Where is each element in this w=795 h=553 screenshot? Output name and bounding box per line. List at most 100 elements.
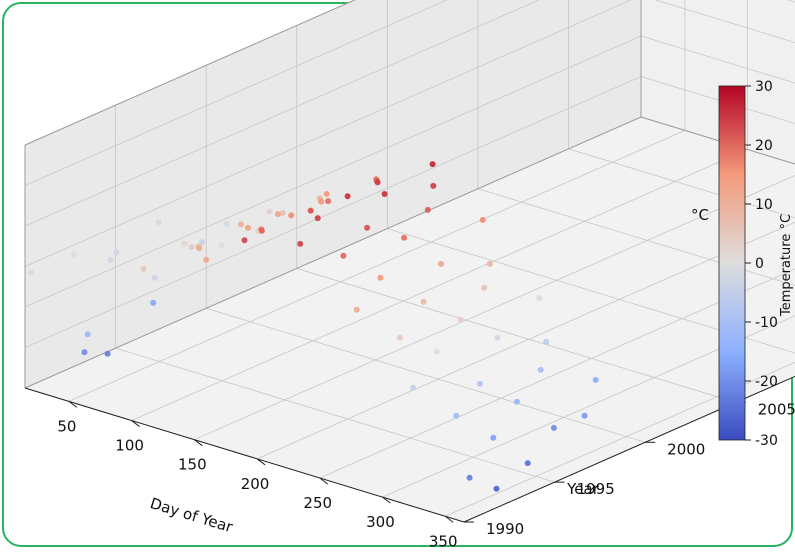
- data-point: [490, 434, 497, 441]
- data-point: [245, 224, 251, 231]
- data-point: [203, 256, 210, 263]
- colorbar-gradient: [718, 85, 746, 441]
- data-point: [218, 242, 225, 249]
- data-points: [28, 161, 599, 492]
- x-axis-label: Day of Year: [148, 494, 236, 536]
- x-tick-mark: [131, 420, 140, 427]
- z-axis-label: °C: [691, 206, 709, 224]
- y-gridline-floor: [477, 188, 795, 286]
- data-point: [429, 161, 436, 168]
- data-point: [266, 208, 273, 215]
- colorbar-tick-label: 20: [755, 138, 773, 154]
- data-point: [524, 460, 531, 467]
- data-point: [323, 190, 330, 197]
- z-gridline-left: [24, 0, 632, 267]
- data-point: [238, 221, 244, 228]
- colorbar-tick-label: 30: [755, 79, 773, 95]
- z-gridline-back: [654, 0, 795, 43]
- data-point: [438, 260, 444, 267]
- x-tick-label: 350: [429, 532, 458, 549]
- data-point: [258, 227, 265, 234]
- data-point: [297, 240, 304, 247]
- data-point: [84, 331, 91, 338]
- y-axis-label: Year: [566, 480, 600, 498]
- x-gridline-floor: [131, 149, 748, 421]
- floor-pane: [25, 117, 795, 522]
- colorbar-tick-label: 0: [755, 256, 764, 272]
- data-point: [543, 338, 550, 345]
- y-tick-label: 2000: [667, 440, 705, 458]
- x-tick-label: 250: [303, 494, 332, 512]
- z-gridline-back: [640, 76, 795, 124]
- x-tick-label: 300: [366, 513, 395, 531]
- x-tick-mark: [68, 400, 78, 408]
- data-point: [344, 193, 351, 200]
- z-gridline-left: [24, 76, 642, 348]
- data-point: [466, 474, 473, 481]
- data-point: [396, 334, 403, 341]
- data-point: [364, 224, 371, 231]
- data-point: [104, 350, 111, 357]
- colorbar-tick-label: -20: [755, 374, 778, 390]
- x-tick-mark: [194, 439, 203, 447]
- data-point: [307, 207, 314, 214]
- data-point: [420, 298, 427, 305]
- y-tick-label: 1990: [486, 520, 524, 538]
- data-point: [274, 211, 281, 218]
- x-tick-label: 100: [115, 437, 144, 455]
- x-gridline-floor: [194, 174, 795, 441]
- data-point: [493, 485, 500, 492]
- colorbar-ticks: -30 -20 -10 0 10 20 30: [745, 79, 778, 449]
- data-point: [477, 380, 483, 387]
- axes-panes: [25, 0, 795, 522]
- data-point: [377, 274, 384, 281]
- data-point: [592, 376, 599, 383]
- data-point: [279, 209, 286, 216]
- x-tick-label: 50: [57, 417, 76, 435]
- data-point: [223, 221, 230, 227]
- x-tick-label: 150: [178, 456, 207, 474]
- data-point: [537, 366, 544, 373]
- colorbar-tick-label: -30: [755, 433, 778, 449]
- colorbar: -30 -20 -10 0 10 20 30 Temperature °C: [718, 79, 794, 449]
- data-point: [453, 412, 460, 419]
- x-axis-line: [24, 387, 465, 523]
- left-wall-pane: [25, 0, 641, 388]
- data-point: [401, 234, 408, 241]
- data-point: [433, 348, 440, 355]
- y-tick-label: 1995: [577, 480, 615, 498]
- data-point: [241, 237, 248, 244]
- z-gridline-left: [24, 0, 540, 227]
- pane-edge: [24, 0, 356, 146]
- data-point: [514, 398, 520, 405]
- data-point: [107, 257, 114, 264]
- data-point: [340, 252, 347, 259]
- colorbar-label: Temperature °C: [779, 214, 794, 317]
- data-point: [28, 269, 35, 276]
- data-point: [353, 306, 360, 313]
- x-tick-mark: [256, 458, 266, 466]
- data-point: [288, 212, 295, 219]
- data-point: [188, 244, 195, 251]
- data-point: [457, 316, 464, 323]
- colorbar-tick-label: 10: [755, 197, 773, 213]
- y-gridline-floor: [206, 307, 646, 443]
- z-gridline-back: [640, 35, 795, 84]
- data-point: [325, 198, 332, 205]
- x-tick-mark: [319, 477, 329, 485]
- back-wall-pane: [641, 0, 795, 165]
- data-point: [181, 240, 188, 247]
- z-gridline-left: [24, 0, 448, 186]
- data-point: [70, 251, 77, 258]
- y-tick-label: 2005: [758, 400, 795, 418]
- pane-edge: [24, 116, 642, 389]
- data-point: [140, 265, 147, 272]
- pane-edge: [640, 116, 795, 165]
- data-point: [494, 334, 501, 341]
- x-tick-mark: [444, 515, 454, 523]
- colorbar-tick-label: -10: [755, 315, 778, 331]
- x-gridline-floor: [68, 130, 686, 402]
- data-point: [424, 206, 431, 213]
